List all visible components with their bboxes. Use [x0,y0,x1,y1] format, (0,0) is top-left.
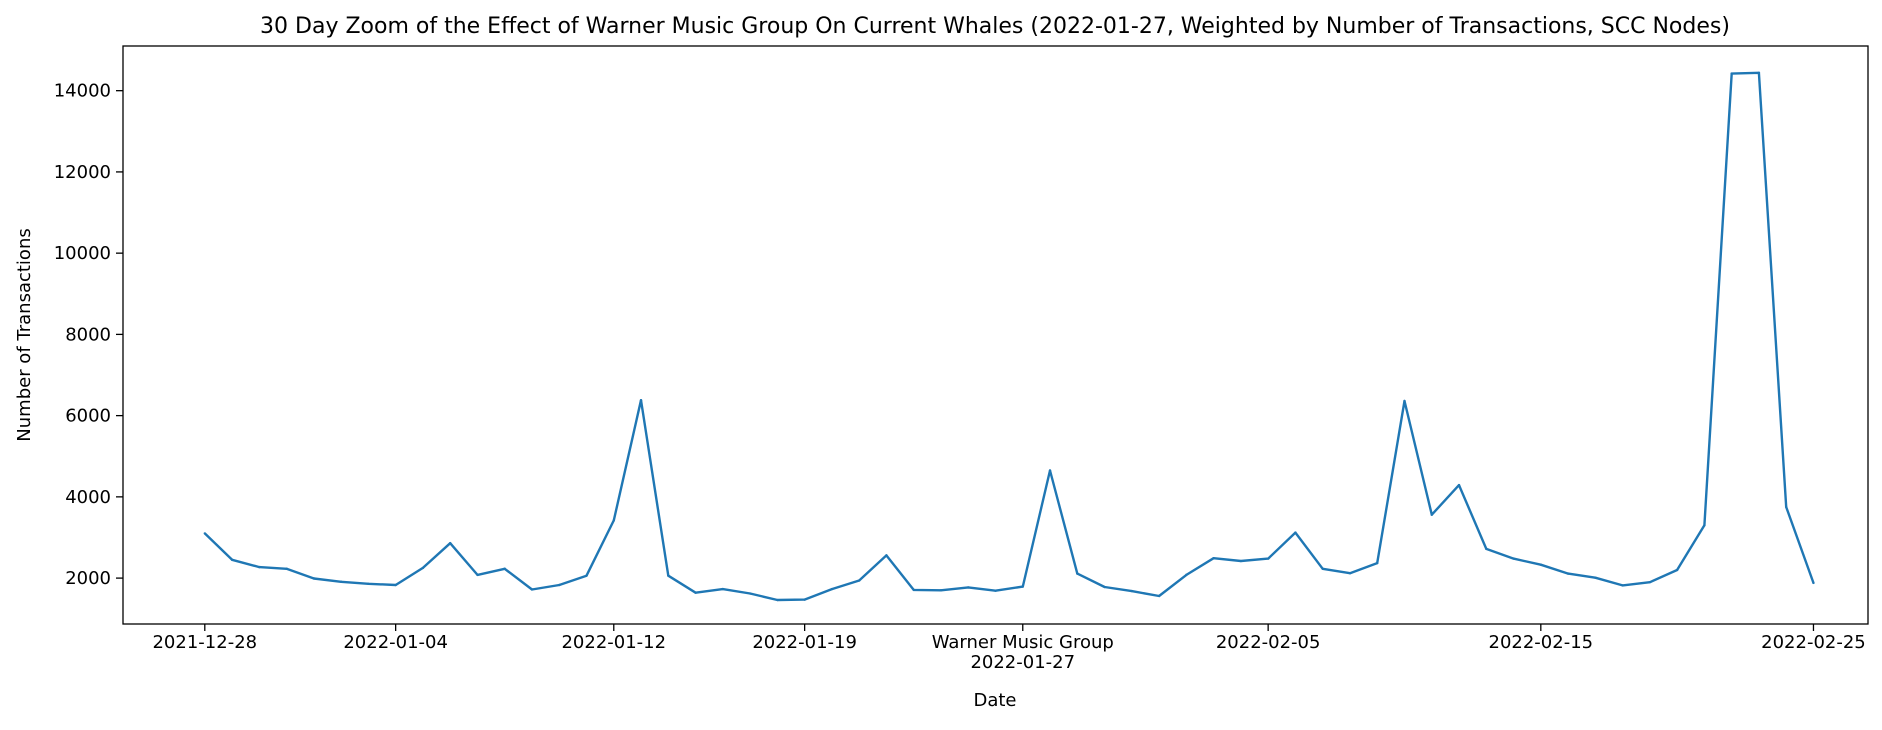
x-tick-label: 2021-12-28 [152,632,257,653]
x-axis: 2021-12-28 2022-01-04 2022-01-12 2022-01-19… [152,624,1866,673]
y-tick-label: 12000 [54,162,111,183]
data-point [612,519,615,522]
y-axis: 2000 4000 6000 8000 10000 12000 14000 [54,81,123,589]
data-point [1648,580,1652,584]
data-point [1076,572,1079,575]
data-point [1376,561,1379,565]
data-point [448,541,452,545]
y-tick-label: 2000 [65,568,111,589]
data-point [748,592,752,595]
series-line [203,71,1815,602]
data-point [558,583,561,587]
data-point [421,566,425,570]
plot-frame [122,45,1869,625]
y-tick-label: 4000 [65,487,111,508]
x-tick-label: 2022-02-25 [1761,632,1866,653]
data-point [1403,399,1406,403]
data-point [776,598,779,602]
data-point [1430,513,1433,516]
x-tick-label: 2022-02-05 [1216,632,1321,653]
data-point [939,589,943,592]
x-tick-label: 2022-01-19 [752,632,857,653]
data-point [1130,589,1134,593]
data-point [1348,572,1352,575]
data-point [1266,557,1270,560]
data-point [1485,547,1488,551]
data-point [476,573,479,577]
data-point [1730,72,1733,75]
y-tick-label: 10000 [54,243,111,264]
data-point [803,598,806,601]
data-point [1321,567,1324,570]
y-tick-label: 14000 [54,81,111,102]
data-point [1539,563,1543,566]
x-tick-label: 2022-01-27 [970,652,1075,673]
data-point [1212,556,1215,560]
data-point [994,589,997,592]
y-tick-label: 6000 [65,406,111,427]
data-point [694,591,697,594]
data-point [912,588,915,592]
data-point [1703,524,1706,527]
data-point [667,574,670,577]
data-point [1457,483,1461,487]
data-point [1512,557,1515,560]
data-point [585,574,588,577]
y-tick-label: 8000 [65,324,111,345]
data-point [1185,573,1188,577]
x-tick-label: 2022-01-12 [561,632,666,653]
data-point [1103,585,1106,589]
plot-area [203,71,1815,602]
event-annotation-label: Warner Music Group [932,632,1114,653]
data-point [285,567,288,570]
chart-title: 30 Day Zoom of the Effect of Warner Musi… [260,14,1730,39]
data-point [1157,594,1161,598]
data-point [967,586,970,589]
data-point [1048,469,1052,472]
data-point [312,577,316,580]
data-point [1021,585,1024,588]
data-point [1594,576,1597,579]
data-point [230,558,234,562]
data-point [530,588,534,591]
x-axis-label: Date [973,690,1016,711]
x-tick-label: 2022-02-15 [1489,632,1594,653]
x-tick-label: 2022-01-04 [343,632,448,653]
data-point [503,567,506,570]
data-point [1757,71,1761,75]
y-axis-label: Number of Transactions [14,228,35,441]
data-point [1675,568,1679,572]
data-point [394,583,397,587]
data-point [1566,572,1570,575]
data-point [258,565,261,569]
data-point [721,587,725,591]
data-point [830,587,834,591]
data-point [367,582,370,585]
data-point [1785,505,1788,509]
data-point [885,554,888,557]
data-point [1294,531,1297,534]
data-point [1239,559,1243,563]
data-point [203,532,206,535]
data-point [339,580,343,583]
data-point [639,398,643,402]
data-point [1812,581,1815,585]
data-point [857,579,861,582]
data-point [1621,584,1624,587]
